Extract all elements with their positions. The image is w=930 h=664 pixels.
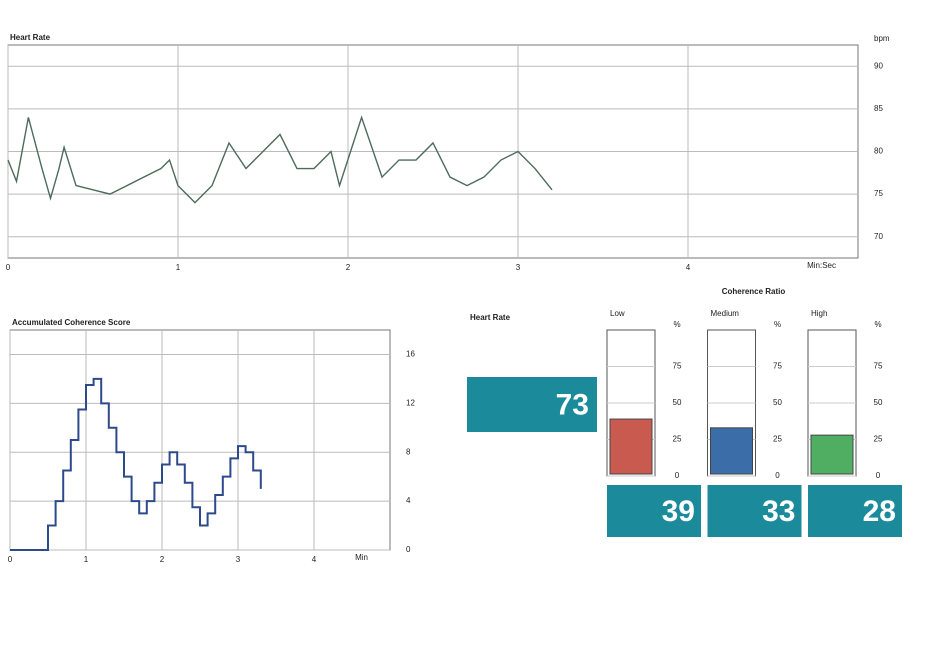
y-tick-label: 0 bbox=[876, 471, 881, 480]
y-tick-label: 70 bbox=[874, 232, 883, 241]
x-tick-label: 0 bbox=[6, 263, 11, 272]
chart-title: Coherence Ratio bbox=[722, 287, 786, 296]
x-tick-label: 1 bbox=[84, 555, 89, 564]
value-box bbox=[707, 485, 802, 537]
value-label: 28 bbox=[863, 495, 896, 528]
category-label: High bbox=[811, 309, 827, 318]
y-tick-label: 75 bbox=[773, 362, 782, 371]
y-tick-label: 90 bbox=[874, 61, 883, 70]
y-tick-label: 16 bbox=[406, 350, 415, 359]
step-line bbox=[10, 377, 262, 551]
y-tick-label: 75 bbox=[874, 362, 883, 371]
value-label: 39 bbox=[662, 495, 695, 528]
category-label: Low bbox=[610, 309, 625, 318]
value-label: 73 bbox=[556, 388, 589, 421]
y-tick-label: 80 bbox=[874, 147, 883, 156]
y-tick-label: 75 bbox=[874, 189, 883, 198]
y-tick-label: 12 bbox=[406, 398, 415, 407]
x-tick-label: 1 bbox=[176, 263, 181, 272]
x-axis-label: Min bbox=[355, 553, 368, 562]
y-tick-label: 50 bbox=[874, 398, 883, 407]
y-tick-label: 4 bbox=[406, 496, 411, 505]
x-tick-label: 4 bbox=[686, 263, 691, 272]
y-unit: % bbox=[673, 320, 680, 329]
value-box bbox=[467, 377, 597, 432]
y-tick-label: 8 bbox=[406, 447, 411, 456]
bar bbox=[609, 418, 653, 475]
category-label: Medium bbox=[711, 309, 740, 318]
y-tick-label: 0 bbox=[675, 471, 680, 480]
chart-title: Heart Rate bbox=[10, 33, 51, 42]
y-tick-label: 50 bbox=[773, 398, 782, 407]
x-tick-label: 0 bbox=[8, 555, 13, 564]
chart-title: Accumulated Coherence Score bbox=[12, 318, 131, 327]
value-title: Heart Rate bbox=[470, 313, 511, 322]
y-tick-label: 25 bbox=[673, 435, 682, 444]
y-unit: % bbox=[874, 320, 881, 329]
bar bbox=[810, 434, 854, 475]
x-tick-label: 3 bbox=[516, 263, 521, 272]
y-tick-label: 0 bbox=[775, 471, 780, 480]
x-tick-label: 4 bbox=[312, 555, 317, 564]
x-tick-label: 2 bbox=[160, 555, 165, 564]
x-tick-label: 3 bbox=[236, 555, 241, 564]
y-unit: bpm bbox=[874, 34, 890, 43]
y-tick-label: 85 bbox=[874, 104, 883, 113]
y-tick-label: 25 bbox=[773, 435, 782, 444]
y-unit: % bbox=[774, 320, 781, 329]
y-tick-label: 75 bbox=[673, 362, 682, 371]
y-tick-label: 0 bbox=[406, 545, 411, 554]
data-line bbox=[7, 115, 553, 204]
value-box bbox=[607, 485, 701, 537]
y-tick-label: 50 bbox=[673, 398, 682, 407]
y-tick-label: 25 bbox=[874, 435, 883, 444]
value-label: 33 bbox=[762, 495, 795, 528]
x-tick-label: 2 bbox=[346, 263, 351, 272]
value-box bbox=[808, 485, 902, 537]
x-axis-label: Min:Sec bbox=[807, 261, 836, 270]
bar bbox=[710, 427, 753, 475]
